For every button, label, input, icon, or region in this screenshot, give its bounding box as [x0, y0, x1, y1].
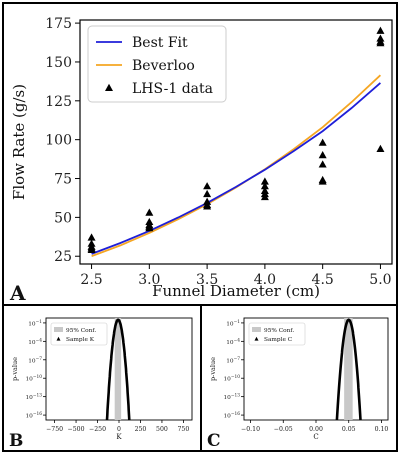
y-tick-label: 10−1	[28, 320, 42, 328]
y-tick-label: 10−16	[25, 412, 42, 420]
x-tick-label: 0.00	[309, 426, 323, 433]
y-tick-label: 10−7	[226, 357, 240, 365]
data-point	[203, 189, 212, 198]
data-point	[318, 177, 327, 185]
legend-box	[248, 322, 306, 346]
y-axis-title: p-value	[209, 357, 217, 381]
data-point	[260, 177, 269, 185]
data-point	[145, 208, 154, 216]
y-tick-label: 10−4	[226, 338, 240, 346]
y-tick-label: 10−16	[223, 412, 240, 420]
legend-band-swatch	[252, 327, 261, 332]
legend-sample-label: Sample C	[264, 337, 293, 343]
confidence-band	[344, 318, 353, 420]
legend-lhs1-data-swatch	[105, 83, 113, 91]
data-point	[145, 224, 154, 232]
x-tick-label: −750	[46, 426, 63, 433]
chart-a-svg: 2.5 3.0 3.5 4.0 4.5 5.0 25 50 75 100 125 150 175 Funn…	[9, 16, 393, 305]
legend-sample-swatch	[254, 336, 259, 341]
y-tick-label: 150	[45, 55, 72, 71]
legend-box	[50, 322, 108, 346]
x-tick-label: −250	[89, 426, 106, 433]
panel-letter-b: B	[9, 431, 23, 451]
likelihood-curve	[335, 318, 362, 421]
y-tick-label: 10−1	[226, 320, 240, 328]
x-tick-label: −0.05	[274, 426, 293, 433]
y-tick-label: 75	[54, 172, 72, 188]
x-tick-label: 750	[178, 426, 190, 433]
x-tick-label: 250	[135, 426, 147, 433]
chart-c-svg: −0.10 −0.05 0.00 0.05 0.10 10−1 10−4 10−7 10−10 1…	[207, 317, 389, 451]
y-tick-label: 10−10	[25, 375, 42, 383]
legend-beverloo-label: Beverloo	[132, 58, 195, 74]
data-point	[87, 233, 96, 241]
legend-band-swatch	[54, 327, 63, 332]
y-tick-label: 10−10	[223, 375, 240, 383]
data-point	[376, 144, 385, 152]
data-point	[318, 138, 327, 146]
y-tick-label: 125	[45, 94, 72, 110]
x-tick-label: 2.5	[80, 272, 102, 288]
y-tick-label: 50	[54, 210, 72, 226]
legend-box	[87, 25, 227, 103]
legend-lhs1-data-label: LHS-1 data	[132, 81, 213, 97]
y-tick-label: 10−13	[25, 394, 42, 402]
y-tick-label: 10−13	[223, 394, 240, 402]
x-tick-label: 3.0	[138, 272, 160, 288]
y-axis-title: p-value	[11, 357, 19, 381]
x-tick-label: 5.0	[369, 272, 391, 288]
y-tick-label: 10−4	[28, 338, 42, 346]
panel-letter-a: A	[9, 281, 26, 305]
legend-sample-swatch	[56, 336, 61, 341]
x-tick-label: 4.5	[312, 272, 334, 288]
x-tick-label: 3.5	[196, 272, 218, 288]
y-axis-title: Flow Rate (g/s)	[10, 84, 28, 200]
x-axis-title: Funnel Diameter (cm)	[152, 282, 320, 300]
data-point	[318, 160, 327, 168]
x-tick-label: −0.10	[241, 426, 260, 433]
panel-b-k-pvalue-chart: −750 −500 −250 0 250 500 750 10−1 10−4 10−7 10−10 1…	[2, 304, 202, 452]
data-point	[260, 182, 269, 190]
data-point	[376, 39, 385, 47]
x-tick-label: 500	[156, 426, 168, 433]
chart-b-svg: −750 −500 −250 0 250 500 750 10−1 10−4 10−7 10−10 1…	[9, 317, 193, 451]
data-point	[260, 192, 269, 201]
likelihood-curve	[105, 318, 131, 421]
legend-best-fit-label: Best Fit	[132, 35, 188, 51]
data-point	[203, 182, 212, 190]
best-fit-line	[91, 82, 381, 255]
data-point	[203, 202, 212, 210]
data-point	[376, 26, 385, 34]
x-tick-label: 0.05	[342, 426, 356, 433]
data-point	[318, 151, 327, 159]
y-tick-label: 10−7	[28, 357, 42, 365]
confidence-band	[114, 318, 122, 420]
y-tick-label: 25	[54, 249, 72, 265]
x-tick-label: 4.0	[254, 272, 276, 288]
x-tick-label: 0	[117, 426, 121, 433]
plot-frame	[79, 19, 393, 265]
panel-letter-c: C	[207, 431, 221, 451]
panel-c-c-pvalue-chart: −0.10 −0.05 0.00 0.05 0.10 10−1 10−4 10−7 10−10 1…	[200, 304, 398, 452]
y-tick-label: 100	[45, 133, 72, 149]
x-axis-title: C	[313, 433, 318, 441]
legend-band-label: 95% Conf.	[66, 328, 96, 334]
panel-a-flow-rate-chart: 2.5 3.0 3.5 4.0 4.5 5.0 25 50 75 100 125 150 175 Funn…	[2, 2, 398, 306]
data-point	[87, 245, 96, 254]
x-tick-label: 0.10	[375, 426, 389, 433]
legend-band-label: 95% Conf.	[264, 328, 294, 334]
legend-sample-label: Sample K	[66, 337, 95, 343]
x-tick-label: −500	[68, 426, 85, 433]
y-tick-label: 175	[45, 16, 72, 32]
x-axis-title: K	[116, 433, 122, 441]
